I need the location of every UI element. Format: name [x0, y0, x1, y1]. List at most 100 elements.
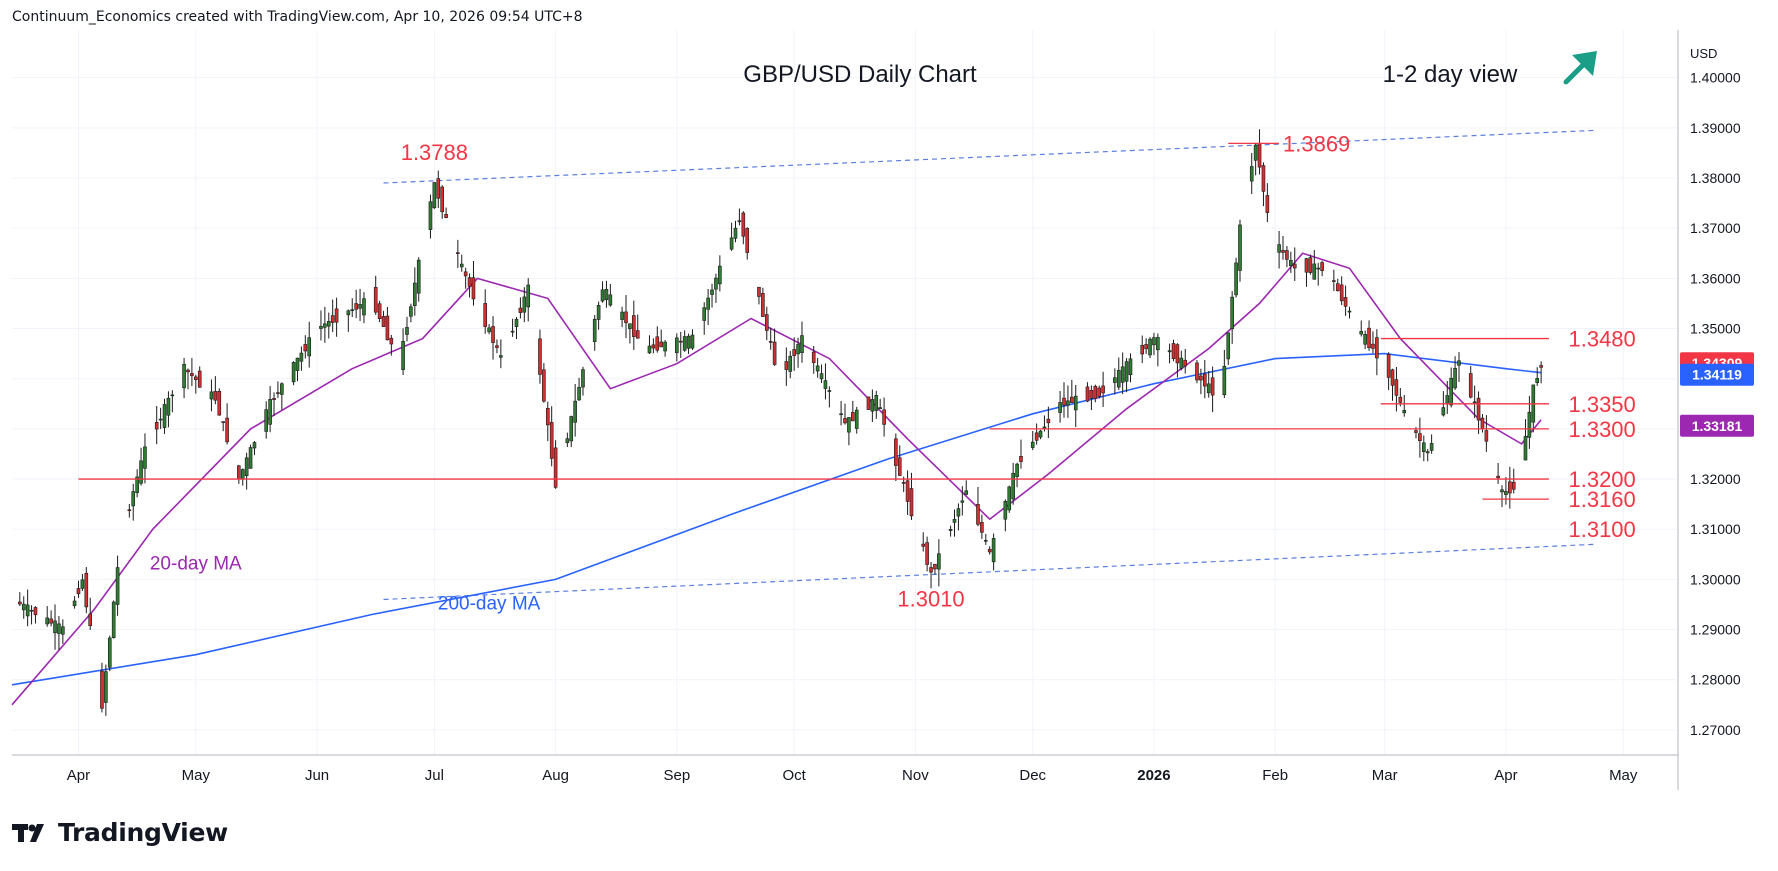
candle-body — [1261, 165, 1266, 192]
candle — [1320, 260, 1324, 277]
candle — [878, 398, 882, 409]
candle-body — [358, 304, 362, 309]
candle — [522, 287, 527, 323]
candle-body — [1171, 343, 1176, 359]
time-axis[interactable]: Apr May Jun Jul Aug Sep Oct Nov Dec 2026 Feb Mar Apr… — [67, 767, 1638, 784]
candle-body — [1394, 379, 1399, 396]
candle — [1312, 250, 1317, 280]
price-axis[interactable]: 1.27000 1.28000 1.29000 1.30000 1.31000 1.320… — [1690, 70, 1741, 738]
candle-body — [768, 341, 773, 343]
candle-body — [1281, 250, 1285, 253]
candle — [632, 300, 636, 350]
candle — [1058, 390, 1062, 423]
candle — [948, 525, 953, 537]
candle-body — [905, 480, 910, 502]
candle-body — [1007, 486, 1012, 511]
candle-body — [526, 284, 531, 308]
candle-body — [600, 289, 605, 302]
candle — [921, 532, 926, 552]
candle-body — [139, 460, 143, 484]
candle — [1101, 371, 1105, 408]
candle-body — [280, 383, 284, 395]
candle-body — [854, 409, 859, 429]
candle-body — [1034, 432, 1039, 441]
tradingview-logo-icon — [12, 823, 44, 842]
candle-body — [1359, 331, 1364, 335]
candle-body — [209, 391, 214, 400]
candle-body — [303, 344, 308, 352]
candle-body — [436, 178, 441, 199]
candle — [714, 273, 718, 303]
candle-body — [948, 529, 953, 531]
candle — [784, 347, 789, 386]
candle-body — [675, 337, 679, 354]
tradingview-logo[interactable]: TradingView — [12, 818, 228, 847]
candle — [929, 562, 933, 589]
candle-body — [1179, 357, 1184, 369]
candle — [788, 350, 793, 379]
currency-label: USD — [1690, 46, 1717, 61]
candle — [1289, 251, 1293, 273]
candle — [706, 288, 710, 326]
candle — [514, 316, 519, 340]
candle-body — [577, 386, 581, 401]
candle — [1359, 320, 1364, 337]
candle-body — [823, 380, 828, 389]
price-tag-label: 1.34119 — [1692, 367, 1742, 383]
candle-body — [1183, 359, 1188, 367]
candle — [1292, 247, 1297, 281]
candle-body — [1398, 396, 1403, 403]
candle — [84, 567, 89, 614]
candle — [1093, 384, 1098, 403]
candle — [49, 610, 53, 627]
candle-body — [702, 307, 707, 321]
candle — [1202, 360, 1207, 399]
candle — [628, 323, 632, 344]
candle — [1171, 339, 1176, 362]
x-tick-label: Feb — [1262, 767, 1288, 784]
candle-body — [1402, 409, 1407, 414]
candle-body — [240, 469, 245, 480]
y-tick-label: 1.28000 — [1690, 672, 1741, 688]
candle-body — [213, 391, 218, 401]
candle-body — [115, 567, 120, 605]
candle — [1253, 142, 1258, 176]
candle-body — [1003, 500, 1008, 520]
candle — [53, 604, 57, 650]
candle-body — [1421, 442, 1426, 452]
candle — [569, 415, 574, 448]
candle-body — [491, 326, 495, 343]
candle — [104, 664, 108, 716]
candle-body — [964, 490, 969, 495]
candle-body — [381, 316, 386, 327]
candle-body — [815, 365, 820, 372]
candle — [843, 403, 847, 425]
candle-body — [459, 263, 464, 268]
price-tag-box — [1680, 414, 1754, 437]
candle-body — [158, 418, 163, 421]
candle-body — [933, 563, 937, 570]
candle — [1363, 330, 1367, 350]
candle-body — [659, 341, 663, 348]
candle-body — [29, 609, 34, 612]
candle-body — [409, 306, 413, 317]
candle-body — [518, 307, 523, 313]
candle-body — [1030, 441, 1035, 448]
candle-body — [33, 607, 38, 616]
price-tag: 1.33181 — [1680, 414, 1754, 437]
candle-body — [111, 601, 116, 639]
x-tick-label: Aug — [542, 767, 569, 784]
candle-body — [1308, 257, 1313, 273]
candle — [61, 619, 65, 644]
candle-body — [1468, 373, 1473, 398]
candle-body — [655, 336, 660, 351]
candle-body — [1441, 407, 1446, 416]
candle-body — [1226, 332, 1231, 360]
candle-body — [1390, 369, 1395, 386]
candle — [377, 300, 382, 323]
candle — [651, 338, 656, 354]
candle — [1066, 385, 1070, 418]
candle-body — [581, 369, 585, 388]
